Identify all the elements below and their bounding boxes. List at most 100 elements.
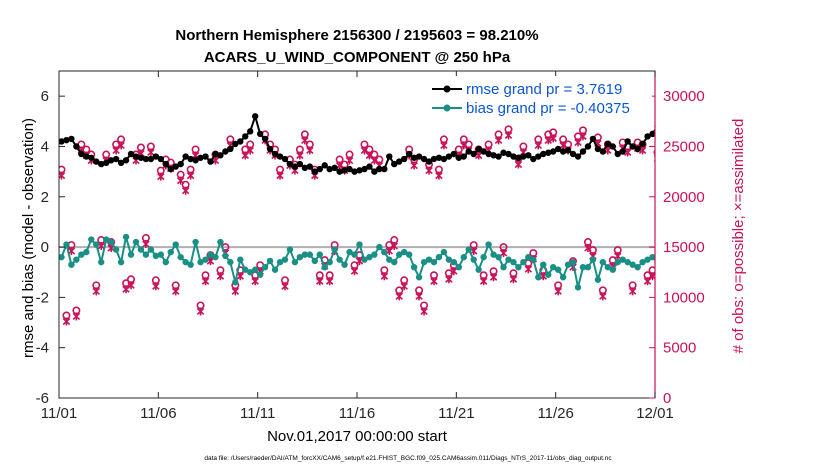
bias-point bbox=[261, 264, 269, 271]
bias-point bbox=[440, 248, 448, 256]
axes: 11/01 11/06 11/11 11/16 11/21 11/26 12/01 -6 -4 -… bbox=[36, 70, 705, 422]
rmse-point bbox=[112, 155, 120, 163]
rmse-point bbox=[142, 155, 150, 163]
bias-point bbox=[579, 264, 587, 271]
rmse-point bbox=[162, 160, 169, 168]
bias-point bbox=[242, 266, 249, 273]
legend-bias-label: bias grand pr = -0.40375 bbox=[466, 100, 630, 117]
bias-point bbox=[107, 238, 115, 246]
rmse-point bbox=[475, 145, 482, 153]
rmse-point bbox=[520, 153, 527, 160]
y-tick-label: -6 bbox=[36, 390, 49, 407]
bias-point bbox=[510, 258, 517, 266]
rmse-point bbox=[361, 165, 368, 173]
bias-point bbox=[356, 241, 363, 248]
bias-point bbox=[227, 258, 234, 266]
rmse-point bbox=[316, 165, 323, 173]
rmse-point bbox=[321, 162, 328, 169]
bias-point bbox=[495, 253, 502, 261]
rmse-point bbox=[222, 148, 229, 155]
bias-point bbox=[88, 236, 95, 243]
rmse-point bbox=[107, 157, 115, 164]
rmse-point bbox=[574, 153, 582, 160]
obs-assimilated-marker bbox=[514, 160, 523, 169]
bias-point bbox=[505, 256, 512, 263]
y2-tick-label: 20000 bbox=[663, 189, 705, 206]
bias-point bbox=[420, 258, 428, 266]
bias-point bbox=[182, 258, 189, 266]
rmse-point bbox=[172, 163, 179, 170]
obs-assimilated-marker bbox=[345, 156, 354, 165]
bias-point bbox=[584, 264, 592, 271]
bias-point bbox=[609, 266, 616, 273]
x-axis-label: Nov.01,2017 00:00:00 start bbox=[267, 428, 448, 445]
rmse-point bbox=[98, 160, 105, 168]
bias-point bbox=[644, 256, 651, 263]
bias-point bbox=[649, 253, 655, 261]
rmse-point bbox=[261, 135, 269, 143]
obs-assimilated-marker bbox=[599, 292, 607, 301]
rmse-point bbox=[649, 130, 655, 138]
rmse-point bbox=[594, 145, 602, 153]
obs-assimilated-marker bbox=[390, 242, 398, 251]
bias-point bbox=[435, 253, 443, 261]
legend-rmse-marker bbox=[443, 85, 451, 93]
rmse-point bbox=[88, 154, 95, 161]
rmse-point bbox=[545, 149, 552, 156]
obs-assimilated-marker bbox=[196, 307, 205, 316]
bias-point bbox=[594, 276, 602, 283]
obs-assimilated-marker bbox=[415, 292, 423, 301]
bias-point bbox=[59, 253, 65, 261]
rmse-point bbox=[410, 154, 418, 161]
y-tick-label: 0 bbox=[41, 239, 49, 256]
bias-point bbox=[460, 253, 467, 261]
obs-assimilated-marker bbox=[614, 252, 622, 261]
y2-tick-label: 15000 bbox=[663, 239, 705, 256]
rmse-point bbox=[326, 165, 333, 173]
bias-point bbox=[614, 258, 621, 266]
obs-assimilated-marker bbox=[400, 282, 408, 291]
bias-point bbox=[117, 258, 125, 266]
bias-point bbox=[619, 256, 626, 263]
bias-point bbox=[147, 246, 155, 253]
bias-point bbox=[515, 264, 522, 271]
obs-assimilated-marker bbox=[425, 166, 433, 175]
obs-assimilated-marker bbox=[350, 267, 359, 276]
y2-tick-label: 5000 bbox=[663, 340, 696, 357]
obs-assimilated-marker bbox=[276, 171, 284, 180]
rmse-point bbox=[371, 168, 378, 175]
bias-point bbox=[415, 274, 423, 281]
bias-point bbox=[341, 261, 348, 268]
rmse-point bbox=[331, 164, 338, 172]
bias-point bbox=[102, 236, 110, 243]
rmse-point bbox=[425, 158, 433, 165]
bias-point bbox=[520, 258, 527, 266]
bias-point bbox=[306, 251, 314, 258]
obs-assimilated-marker bbox=[181, 186, 190, 195]
rmse-point bbox=[177, 160, 184, 168]
rmse-point bbox=[470, 150, 477, 158]
bias-point bbox=[127, 251, 135, 258]
rmse-point bbox=[386, 153, 393, 160]
bias-point bbox=[157, 251, 165, 258]
bias-point bbox=[68, 261, 75, 268]
bias-point bbox=[624, 258, 631, 266]
obs-assimilated-marker bbox=[544, 136, 552, 145]
bias-point bbox=[470, 256, 477, 263]
y-axis-label: rmse and bias (model - observation) bbox=[20, 118, 37, 358]
obs-assimilated-marker bbox=[479, 277, 488, 286]
bias-point bbox=[351, 251, 358, 258]
legend-box bbox=[428, 76, 652, 118]
obs-assimilated-marker bbox=[92, 287, 100, 296]
obs-assimilated-marker bbox=[147, 148, 155, 157]
rmse-point bbox=[306, 163, 314, 170]
bias-point bbox=[639, 258, 646, 266]
rmse-point bbox=[396, 158, 403, 165]
rmse-point bbox=[197, 154, 204, 161]
obs-assimilated-marker bbox=[216, 272, 225, 281]
bias-point bbox=[599, 258, 607, 266]
bias-point bbox=[98, 258, 105, 266]
rmse-point bbox=[634, 145, 641, 153]
bias-point bbox=[93, 241, 100, 248]
bias-point bbox=[301, 251, 309, 258]
